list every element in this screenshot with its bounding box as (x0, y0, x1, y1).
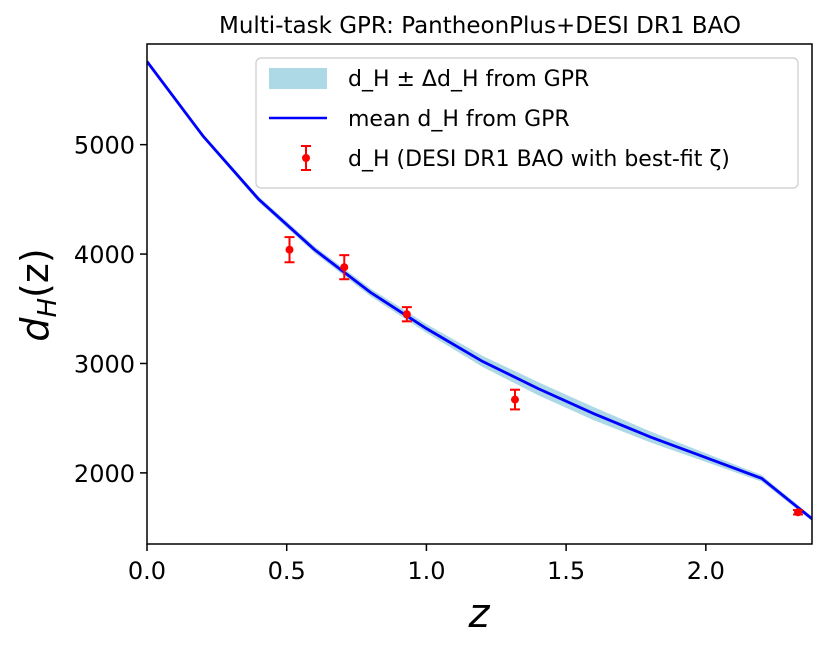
legend: d_H ± Δd_H from GPR mean d_H from GPR d_… (255, 57, 799, 189)
data-point (509, 388, 520, 411)
point-marker (794, 508, 803, 517)
x-tick-label: 0.0 (128, 557, 166, 585)
plot-area (147, 59, 812, 522)
y-tick-label: 5000 (74, 132, 135, 160)
plot-frame (146, 43, 813, 545)
legend-point-dot (302, 154, 310, 162)
point-marker (340, 263, 349, 272)
y-tick-label: 4000 (74, 241, 135, 269)
point-marker (402, 310, 411, 319)
data-point (339, 254, 350, 281)
data-point (793, 508, 804, 517)
x-axis: 0.0 0.5 1.0 1.5 2.0 (128, 544, 725, 585)
data-point (284, 236, 295, 264)
x-tick-label: 2.0 (687, 557, 725, 585)
x-tick-label: 0.5 (268, 557, 306, 585)
chart-title: Multi-task GPR: PantheonPlus+DESI DR1 BA… (219, 13, 741, 39)
data-point (401, 306, 412, 323)
legend-mean-label: mean d_H from GPR (348, 107, 570, 132)
y-axis: 2000 3000 4000 5000 (74, 132, 147, 488)
point-marker (285, 245, 294, 254)
x-axis-label: z (468, 591, 491, 637)
legend-band-swatch (269, 68, 327, 89)
y-tick-label: 2000 (74, 460, 135, 488)
y-axis-label: dH(z) (13, 248, 63, 341)
legend-box (255, 57, 799, 189)
x-tick-label: 1.0 (407, 557, 445, 585)
mean-curve (147, 60, 812, 520)
uncertainty-band (147, 59, 812, 522)
point-marker (510, 395, 519, 404)
legend-band-label: d_H ± Δd_H from GPR (348, 67, 589, 92)
y-tick-label: 3000 (74, 350, 135, 378)
legend-point-marker (301, 145, 311, 171)
x-tick-label: 1.5 (547, 557, 585, 585)
legend-points-label: d_H (DESI DR1 BAO with best-fit ζ) (348, 147, 730, 172)
